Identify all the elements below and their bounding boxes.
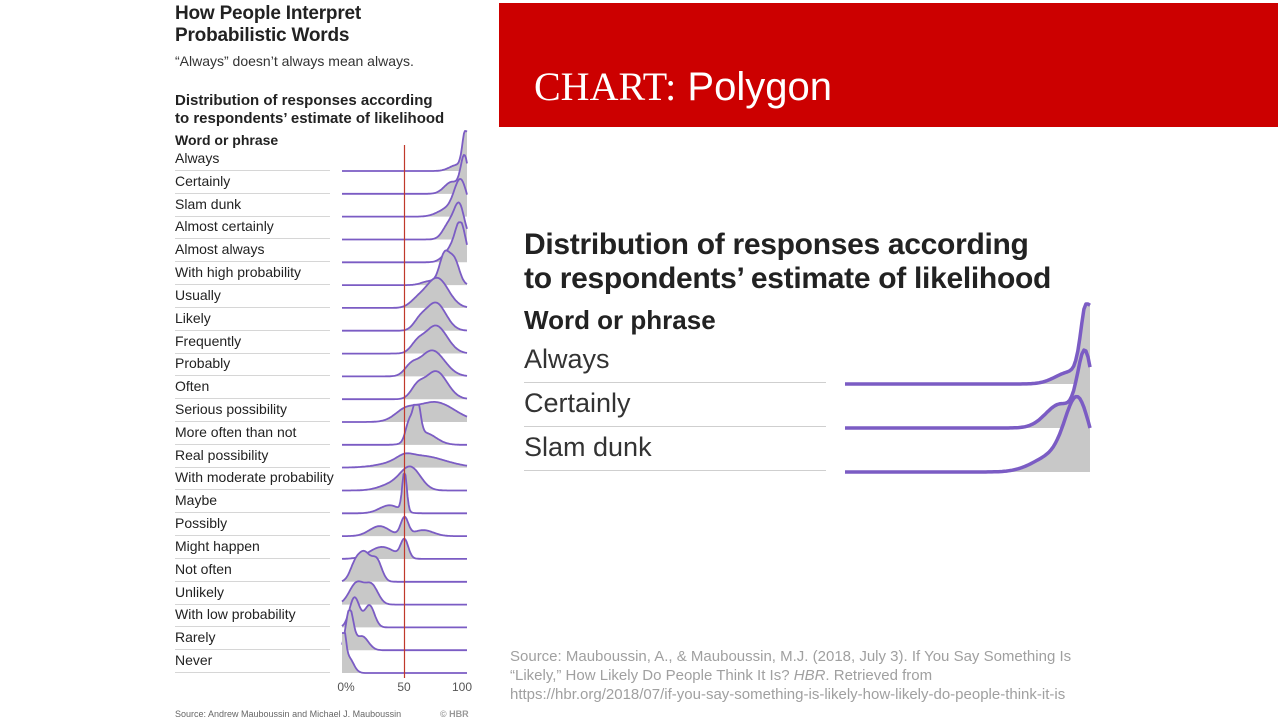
zoom-row-label: Slam dunk <box>524 432 652 462</box>
row-divider <box>175 192 330 194</box>
row-label: More often than not <box>175 423 297 440</box>
row-label: Certainly <box>175 172 231 189</box>
row-divider <box>175 170 330 171</box>
slide-title-suffix: Polygon <box>676 65 832 109</box>
zoom-row-label: Always <box>524 344 610 374</box>
row-divider <box>175 626 330 628</box>
row-label: With high probability <box>175 264 302 281</box>
word-column-header: Word or phrase <box>175 132 279 148</box>
slide-title-banner: CHART: Polygon <box>499 3 1278 127</box>
row-divider <box>175 375 330 377</box>
infographic-title-line2: Probabilistic Words <box>175 25 350 46</box>
ridge-row-area <box>342 277 467 308</box>
zoom-heading-line2: to respondents’ estimate of likelihood <box>524 262 1052 295</box>
x-tick-label: 100 <box>451 680 473 694</box>
zoom-word-header: Word or phrase <box>524 305 716 335</box>
row-divider <box>175 672 330 674</box>
slide-title-prefix: CHART: <box>534 64 677 109</box>
row-label: Slam dunk <box>175 195 242 212</box>
row-label: Unlikely <box>175 583 225 600</box>
row-divider <box>175 443 330 445</box>
row-divider <box>175 603 330 605</box>
row-divider <box>175 557 330 559</box>
row-label: With low probability <box>175 606 296 623</box>
ridge-row-area <box>342 325 467 354</box>
row-divider <box>175 329 330 331</box>
ridge-row-area <box>342 581 467 605</box>
row-divider <box>175 421 330 423</box>
row-divider <box>175 261 330 263</box>
chart-heading-line2: to respondents’ estimate of likelihood <box>175 110 445 127</box>
row-label: Might happen <box>175 537 260 554</box>
source-line2: “Likely,” How Likely Do People Think It … <box>510 666 1130 685</box>
row-divider <box>175 284 330 286</box>
zoom-row-divider <box>524 470 826 471</box>
x-tick-label: 0% <box>337 680 355 694</box>
row-divider <box>175 306 330 308</box>
source-line1: Source: Mauboussin, A., & Mauboussin, M.… <box>510 648 1072 665</box>
row-divider <box>175 649 330 651</box>
zoom-row-divider <box>524 382 826 383</box>
row-divider <box>175 466 330 468</box>
source-line2-end: . Retrieved from <box>825 667 933 684</box>
row-divider <box>175 512 330 514</box>
hbr-mark-clipped: © HBR <box>440 709 469 719</box>
zoom-row-label: Certainly <box>524 388 631 418</box>
slide-title: CHART: Polygon <box>534 63 832 110</box>
row-label: Probably <box>175 355 231 372</box>
ridge-row-area <box>342 633 467 674</box>
zoom-ridge-row-area <box>845 350 1090 428</box>
row-divider <box>175 352 330 354</box>
row-label: Often <box>175 378 210 395</box>
row-label: Serious possibility <box>175 401 288 418</box>
row-label: Always <box>175 150 220 166</box>
zoom-ridge-row-line <box>845 302 1091 386</box>
row-label: Rarely <box>175 629 216 646</box>
row-label: With moderate probability <box>175 469 334 486</box>
infographic-source-clipped: Source: Andrew Mauboussin and Michael J.… <box>175 709 402 719</box>
row-label: Possibly <box>175 515 228 532</box>
row-divider <box>175 238 330 240</box>
row-divider <box>175 215 330 217</box>
ridge-row-area <box>342 131 467 171</box>
x-tick-label: 50 <box>397 680 411 694</box>
infographic-subtitle: “Always” doesn’t always mean always. <box>175 53 414 69</box>
ridge-row-area <box>342 597 467 628</box>
zoom-ridge-row-area <box>845 304 1090 384</box>
zoom-row-divider <box>524 426 826 427</box>
row-label: Not often <box>175 560 232 577</box>
row-label: Never <box>175 652 213 669</box>
source-url: https://hbr.org/2018/07/if-you-say-somet… <box>510 686 1066 703</box>
chart-heading-line1: Distribution of responses according <box>175 92 433 109</box>
row-divider <box>175 535 330 537</box>
zoom-ridge-row-area <box>845 396 1090 472</box>
ridge-row-area <box>342 550 467 582</box>
row-label: Maybe <box>175 492 218 509</box>
ridge-row-area <box>342 610 467 651</box>
row-label: Real possibility <box>175 446 269 463</box>
zoom-ridge-row-line <box>845 348 1092 430</box>
ridge-row-area <box>342 371 467 400</box>
infographic-title-line1: How People Interpret <box>175 3 362 24</box>
row-divider <box>175 489 330 491</box>
row-label: Frequently <box>175 332 242 349</box>
row-label: Usually <box>175 286 221 303</box>
row-divider <box>175 580 330 582</box>
row-divider <box>175 398 330 400</box>
infographic-panel: How People Interpret Probabilistic Words… <box>0 0 495 719</box>
source-journal: HBR <box>793 667 826 684</box>
row-label: Likely <box>175 309 211 326</box>
zoom-heading-line1: Distribution of responses according <box>524 228 1029 261</box>
source-citation: Source: Mauboussin, A., & Mauboussin, M.… <box>510 647 1130 704</box>
ridge-row-area <box>342 350 467 377</box>
row-label: Almost certainly <box>175 218 274 235</box>
ridge-row-area <box>342 302 467 331</box>
source-line2-start: “Likely,” How Likely Do People Think It … <box>510 667 794 684</box>
row-label: Almost always <box>175 241 265 258</box>
zoom-ridge-row-line <box>845 394 1092 474</box>
